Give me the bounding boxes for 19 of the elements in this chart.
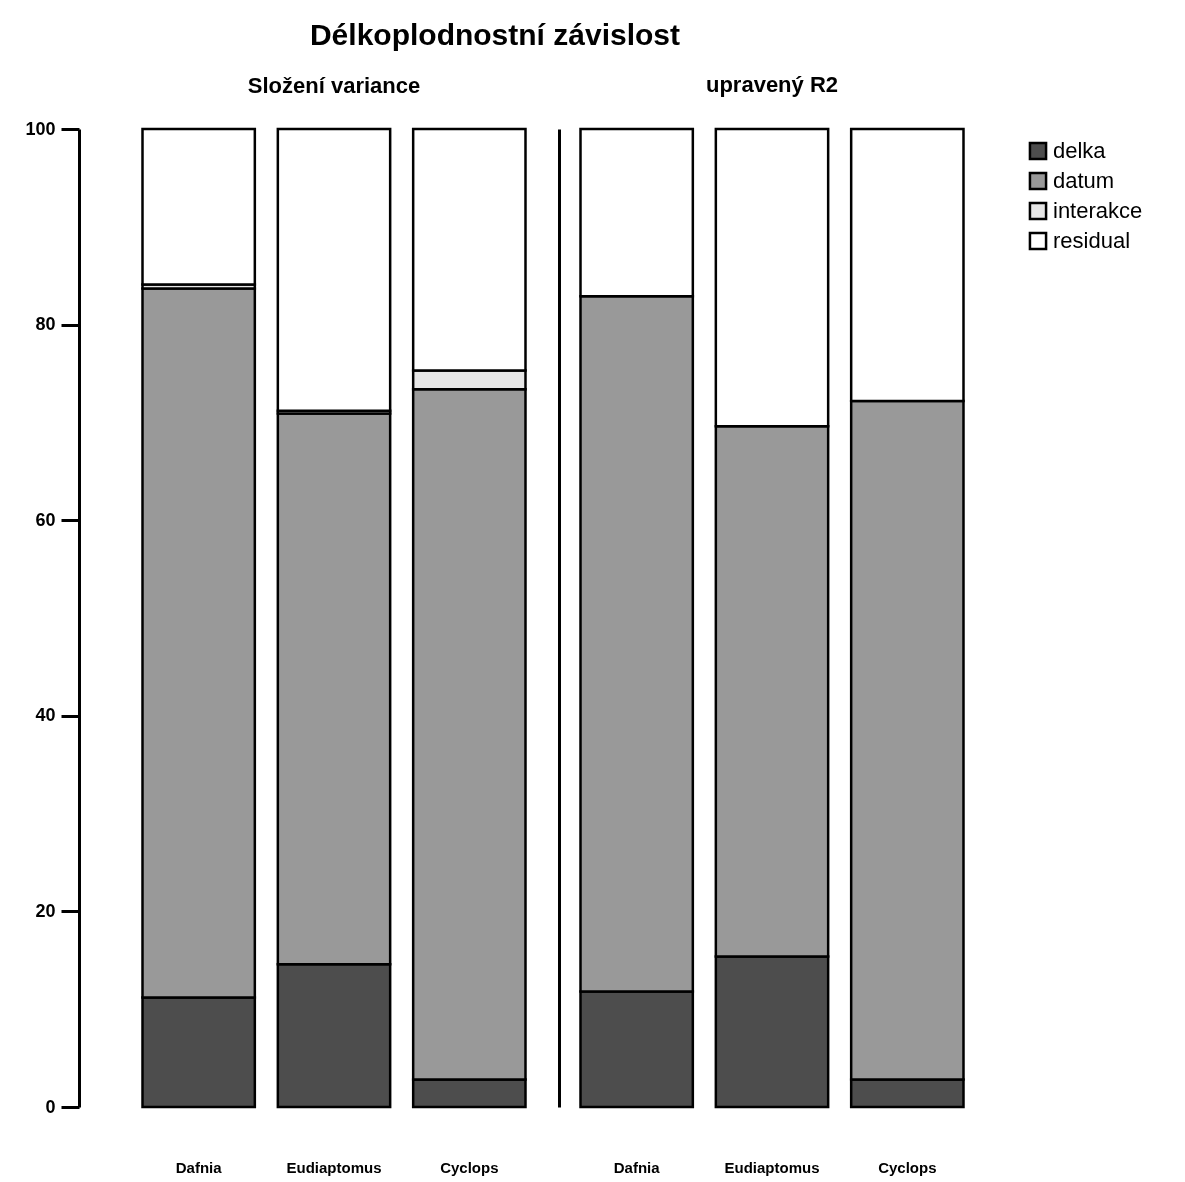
chart-subtitle: Složení variance (247, 73, 421, 98)
y-tick-label: 100 (25, 118, 56, 139)
legend-label: residual (1053, 228, 1131, 253)
y-tick-label: 0 (45, 1096, 56, 1117)
y-tick-label: 60 (35, 509, 56, 530)
x-tick-label: Dafnia (613, 1158, 661, 1176)
x-tick-label: Cyclops (878, 1158, 937, 1176)
x-tick-label: Eudiaptomus (286, 1158, 382, 1176)
x-tick-label: Dafnia (175, 1158, 223, 1176)
y-tick-label: 40 (35, 705, 56, 726)
x-tick-label: Cyclops (440, 1158, 499, 1176)
chart-title: upravený R2 (705, 71, 839, 97)
legend-label: datum (1053, 168, 1115, 193)
chart-title: Délkoplodnostní závislost (309, 17, 681, 51)
legend-label: delka (1053, 138, 1107, 163)
y-tick-label: 80 (35, 314, 56, 335)
x-tick-label: Eudiaptomus (724, 1158, 820, 1176)
legend-label: interakce (1053, 198, 1143, 223)
y-tick-label: 20 (35, 900, 56, 921)
